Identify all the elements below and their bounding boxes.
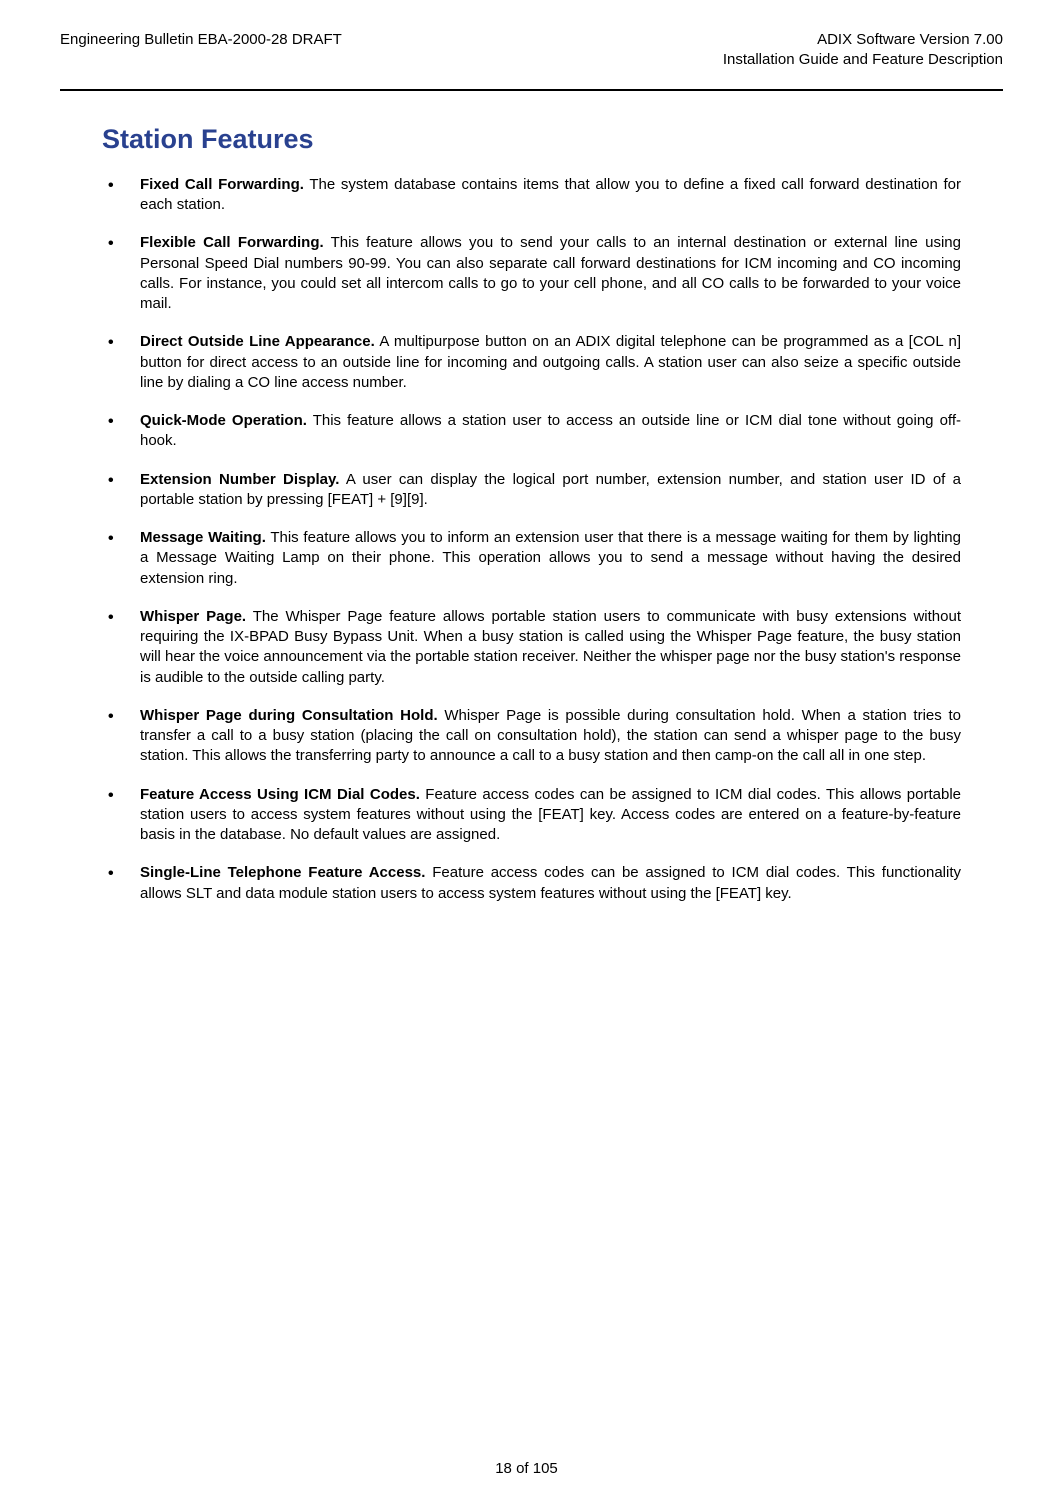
- feature-item: Whisper Page during Consultation Hold. W…: [102, 706, 961, 767]
- feature-item: Extension Number Display. A user can dis…: [102, 470, 961, 511]
- feature-item: Flexible Call Forwarding. This feature a…: [102, 233, 961, 314]
- feature-item: Message Waiting. This feature allows you…: [102, 528, 961, 589]
- feature-term: Single-Line Telephone Feature Access.: [140, 864, 425, 881]
- feature-term: Extension Number Display.: [140, 471, 339, 488]
- feature-term: Flexible Call Forwarding.: [140, 234, 324, 251]
- header-right-line2: Installation Guide and Feature Descripti…: [723, 50, 1003, 70]
- section-heading: Station Features: [102, 121, 961, 157]
- feature-item: Whisper Page. The Whisper Page feature a…: [102, 607, 961, 688]
- feature-item: Single-Line Telephone Feature Access. Fe…: [102, 863, 961, 904]
- header-right-line1: ADIX Software Version 7.00: [723, 30, 1003, 50]
- feature-term: Whisper Page.: [140, 608, 246, 625]
- header-rule: [60, 89, 1003, 91]
- feature-term: Message Waiting.: [140, 529, 266, 546]
- feature-desc: The Whisper Page feature allows portable…: [140, 608, 961, 686]
- feature-term: Quick-Mode Operation.: [140, 412, 307, 429]
- feature-item: Fixed Call Forwarding. The system databa…: [102, 175, 961, 216]
- page-number: 18 of 105: [0, 1459, 1053, 1479]
- feature-term: Whisper Page during Consultation Hold.: [140, 707, 438, 724]
- feature-item: Direct Outside Line Appearance. A multip…: [102, 332, 961, 393]
- feature-term: Fixed Call Forwarding.: [140, 176, 304, 193]
- header-left: Engineering Bulletin EBA-2000-28 DRAFT: [60, 30, 342, 71]
- feature-term: Feature Access Using ICM Dial Codes.: [140, 786, 420, 803]
- feature-item: Feature Access Using ICM Dial Codes. Fea…: [102, 785, 961, 846]
- feature-term: Direct Outside Line Appearance.: [140, 333, 375, 350]
- feature-item: Quick-Mode Operation. This feature allow…: [102, 411, 961, 452]
- feature-list: Fixed Call Forwarding. The system databa…: [102, 175, 961, 904]
